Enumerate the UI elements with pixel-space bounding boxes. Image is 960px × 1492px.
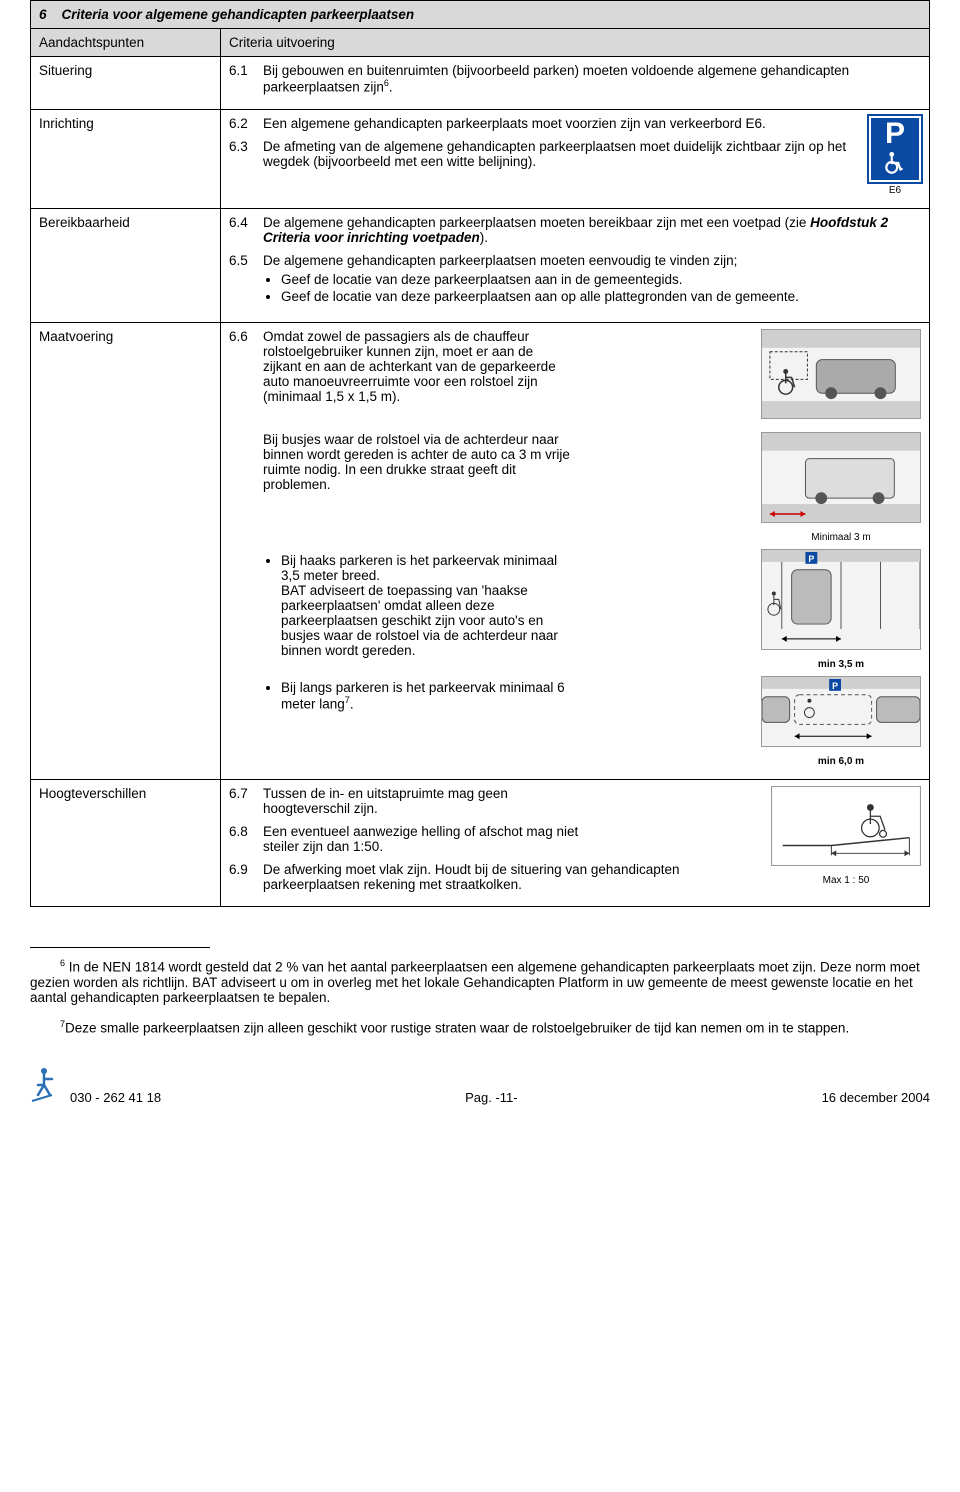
title-number: 6 <box>39 7 47 22</box>
text-6-5: De algemene gehandicapten parkeerplaatse… <box>263 253 921 308</box>
row-bereikbaarheid: Bereikbaarheid 6.4 De algemene gehandica… <box>31 208 930 322</box>
diagram-4-block: P min 6,0 m <box>761 676 921 767</box>
bullet-6-6b-block: Bij langs parkeren is het parkeervak min… <box>263 676 571 716</box>
text-6-6a: Omdat zowel de passagiers als de chauffe… <box>263 329 571 404</box>
diagram-1-block <box>761 329 921 427</box>
footnote-7: 7Deze smalle parkeerplaatsen zijn alleen… <box>30 1019 930 1036</box>
row-hoogte: Hoogteverschillen Max 1 : 50 <box>31 780 930 907</box>
bullet-6-5b: Geef de locatie van deze parkeerplaatsen… <box>281 289 921 304</box>
svg-text:P: P <box>832 681 838 691</box>
row-maatvoering: Maatvoering 6.6 Omdat zowel <box>31 322 930 780</box>
bullet-6-6a-block: Bij haaks parkeren is het parkeervak min… <box>263 549 571 662</box>
footnotes: 6 In de NEN 1814 wordt gesteld dat 2 % v… <box>30 947 930 1035</box>
content-bereikbaarheid: 6.4 De algemene gehandicapten parkeerpla… <box>221 208 930 322</box>
content-inrichting: P E6 6.2 Een algemene gehandicapten park… <box>221 109 930 208</box>
bullet-6-6b: Bij langs parkeren is het parkeervak min… <box>281 680 565 712</box>
label-situering: Situering <box>31 57 221 110</box>
langs-parking-diagram-icon: P <box>761 676 921 747</box>
footer-page: Pag. -11- <box>465 1090 518 1105</box>
label-maatvoering: Maatvoering <box>31 322 221 780</box>
text-6-2: Een algemene gehandicapten parkeerplaats… <box>263 116 859 131</box>
table-title: Criteria voor algemene gehandicapten par… <box>62 7 415 22</box>
num-6-5: 6.5 <box>229 253 263 308</box>
num-6-9: 6.9 <box>229 862 263 892</box>
content-maatvoering: 6.6 Omdat zowel de passagiers als de cha… <box>221 322 930 780</box>
bullet-6-5a: Geef de locatie van deze parkeerplaatsen… <box>281 272 921 287</box>
table-header-row: Aandachtspunten Criteria uitvoering <box>31 29 930 57</box>
diagram-3-block: P min 3,5 m <box>761 549 921 670</box>
text-6-6b: Bij busjes waar de rolstoel via de achte… <box>263 432 571 492</box>
diagram-2-block: Minimaal 3 m <box>761 432 921 543</box>
num-6-3: 6.3 <box>229 139 263 169</box>
wheelchair-icon <box>882 150 908 176</box>
header-left: Aandachtspunten <box>31 29 221 57</box>
slope-diagram-icon <box>771 786 921 866</box>
text-6-1: Bij gebouwen en buitenruimten (bijvoorbe… <box>263 63 921 95</box>
text-6-8: Een eventueel aanwezige helling of afsch… <box>263 824 581 854</box>
content-hoogte: Max 1 : 50 6.7 Tussen de in- en uitstapr… <box>221 780 930 907</box>
row-inrichting: Inrichting P E6 6.2 Een algemene gehandi… <box>31 109 930 208</box>
label-bereikbaarheid: Bereikbaarheid <box>31 208 221 322</box>
num-6-2: 6.2 <box>229 116 263 131</box>
footer-phone: 030 - 262 41 18 <box>70 1090 161 1105</box>
text-6-6c: BAT adviseert de toepassing van 'haakse … <box>281 583 558 658</box>
table-title-row: 6 Criteria voor algemene gehandicapten p… <box>31 1 930 29</box>
num-6-8: 6.8 <box>229 824 263 854</box>
header-right: Criteria uitvoering <box>221 29 930 57</box>
text-6-9: De afwerking moet vlak zijn. Houdt bij d… <box>263 862 761 892</box>
bullet-6-6a: Bij haaks parkeren is het parkeervak min… <box>281 553 557 583</box>
label-hoogte: Hoogteverschillen <box>31 780 221 907</box>
diagram-2-caption: Minimaal 3 m <box>761 532 921 543</box>
page: 6 Criteria voor algemene gehandicapten p… <box>0 0 960 1125</box>
haaks-parking-diagram-icon: P <box>761 549 921 650</box>
diagram-4-caption: min 6,0 m <box>761 756 921 767</box>
row-situering: Situering 6.1 Bij gebouwen en buitenruim… <box>31 57 930 110</box>
diagram-3-caption: min 3,5 m <box>761 659 921 670</box>
text-6-4: De algemene gehandicapten parkeerplaatse… <box>263 215 921 245</box>
num-6-4: 6.4 <box>229 215 263 245</box>
page-footer: 030 - 262 41 18 Pag. -11- 16 december 20… <box>30 1065 930 1105</box>
footnote-6: 6 In de NEN 1814 wordt gesteld dat 2 % v… <box>30 958 930 1005</box>
van-rear-diagram-icon <box>761 432 921 523</box>
footer-date: 16 december 2004 <box>822 1090 930 1105</box>
e6-sign-block: P E6 <box>869 116 921 196</box>
content-situering: 6.1 Bij gebouwen en buitenruimten (bijvo… <box>221 57 930 110</box>
criteria-table: 6 Criteria voor algemene gehandicapten p… <box>30 0 930 907</box>
footer-logo-icon <box>30 1065 62 1105</box>
diagram-5-block: Max 1 : 50 <box>771 786 921 886</box>
svg-text:P: P <box>808 554 814 564</box>
diagram-5-caption: Max 1 : 50 <box>771 875 921 886</box>
parking-sign-icon: P <box>869 116 921 182</box>
sign-caption: E6 <box>869 185 921 196</box>
car-side-diagram-icon <box>761 329 921 420</box>
num-6-6: 6.6 <box>229 329 263 404</box>
label-inrichting: Inrichting <box>31 109 221 208</box>
num-6-7: 6.7 <box>229 786 263 816</box>
text-6-3: De afmeting van de algemene gehandicapte… <box>263 139 859 169</box>
text-6-7: Tussen de in- en uitstapruimte mag geen … <box>263 786 581 816</box>
num-6-1: 6.1 <box>229 63 263 95</box>
